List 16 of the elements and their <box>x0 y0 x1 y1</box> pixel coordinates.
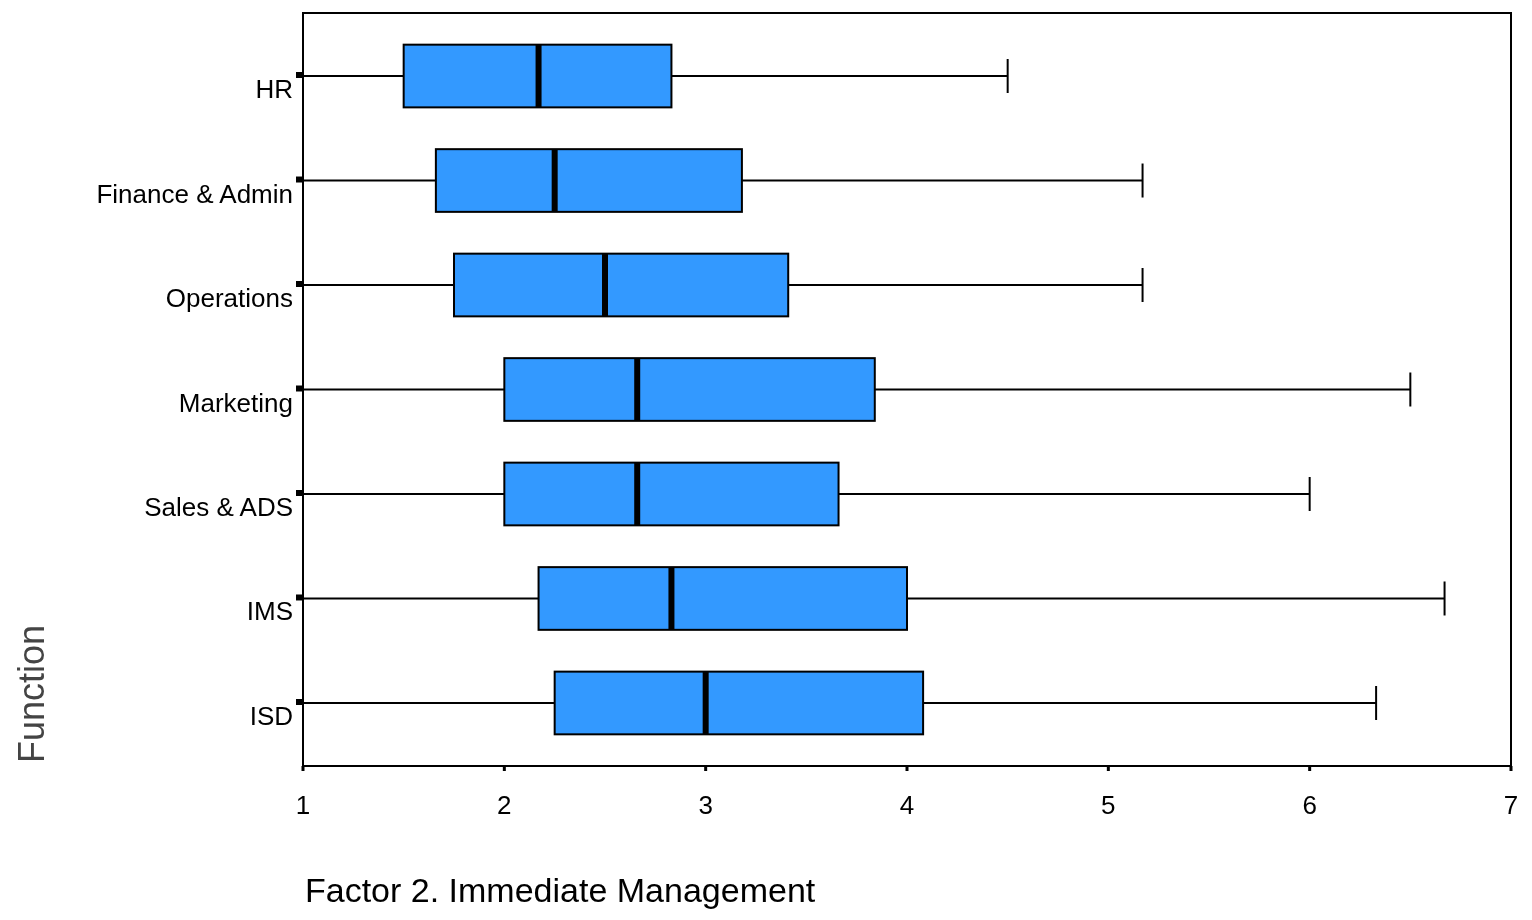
y-tick-label: HR <box>255 74 293 105</box>
y-tick-label: ISD <box>249 700 293 731</box>
x-tick-label: 1 <box>295 790 311 820</box>
x-tick-label: 6 <box>1302 790 1317 820</box>
y-tick-label: Sales & ADS <box>144 491 293 522</box>
x-tick-label: 4 <box>899 790 915 820</box>
x-tick-label: 7 <box>1503 790 1519 820</box>
y-tick-label: Finance & Admin <box>96 178 293 209</box>
y-axis-title: Function <box>11 624 52 763</box>
y-tick-label: Operations <box>165 283 293 314</box>
x-axis-title: Factor 2. Immediate Management <box>305 871 816 909</box>
x-tick-label: 2 <box>497 790 512 820</box>
x-tick-label: 3 <box>698 790 713 820</box>
y-tick-label: IMS <box>246 596 293 627</box>
x-tick-label: 5 <box>1101 790 1116 820</box>
y-tick-label: Marketing <box>178 387 293 418</box>
